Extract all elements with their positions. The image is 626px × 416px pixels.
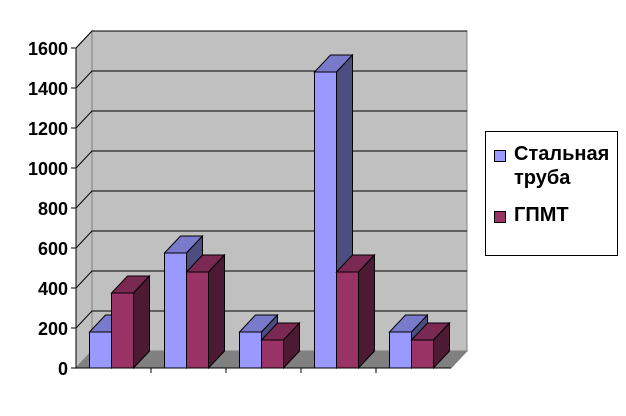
bars: [88, 53, 451, 370]
bar-front: [164, 252, 187, 369]
bar-side: [133, 274, 150, 370]
y-tick-label: 0: [58, 359, 68, 379]
bar-front: [111, 292, 134, 369]
bar-front: [336, 271, 359, 369]
legend-swatch-series-1: [494, 150, 506, 162]
y-tick-label: 1600: [28, 39, 68, 59]
bar-front: [89, 331, 112, 369]
bar-side: [283, 321, 300, 370]
y-tick-label: 1400: [28, 79, 68, 99]
legend-item-series-2: ГПМТ: [494, 203, 619, 227]
legend-item-series-1: Стальная труба: [494, 142, 619, 190]
legend-label-series-1: Стальная труба: [514, 143, 610, 189]
bar-front: [261, 339, 284, 369]
bar-2-3: [260, 321, 301, 370]
bar-front: [186, 271, 209, 369]
y-tick-label: 600: [38, 239, 68, 259]
bar-side: [433, 321, 450, 370]
bar-front: [389, 331, 412, 369]
gridline: [75, 30, 467, 49]
y-tick-label: 200: [38, 319, 68, 339]
bar-front: [314, 71, 337, 369]
bar-2-4: [335, 253, 376, 370]
y-tick-label: 800: [38, 199, 68, 219]
bar-front: [239, 331, 262, 369]
y-tick-label: 1000: [28, 159, 68, 179]
y-tick-label: 1200: [28, 119, 68, 139]
bar-side: [358, 253, 375, 370]
bar-2-1: [110, 274, 151, 370]
bar-front: [411, 339, 434, 369]
y-axis: 0 200 400 600 800 1000 1200 1400 1600: [28, 39, 451, 379]
legend-label-series-2: ГПМТ: [514, 204, 569, 226]
bar-2-2: [185, 253, 226, 370]
bar-2-5: [410, 321, 451, 370]
bar-side: [208, 253, 225, 370]
legend-swatch-series-2: [494, 211, 506, 223]
legend: Стальная труба ГПМТ: [485, 131, 618, 256]
y-tick-label: 400: [38, 279, 68, 299]
